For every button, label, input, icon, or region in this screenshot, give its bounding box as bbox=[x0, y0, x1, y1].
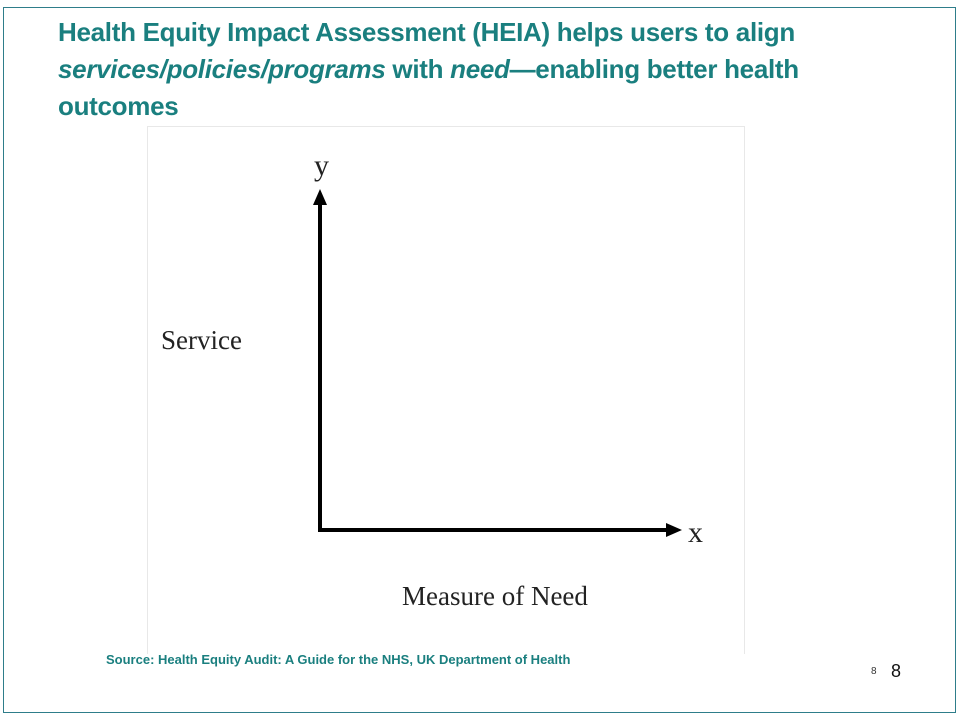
page-number: 8 bbox=[891, 661, 902, 681]
source-citation: Source: Health Equity Audit: A Guide for… bbox=[106, 652, 571, 667]
diagram-panel: y x Service Measure of Need bbox=[147, 126, 745, 654]
title-italic-services: services/policies/programs bbox=[58, 54, 386, 84]
slide-title: Health Equity Impact Assessment (HEIA) h… bbox=[58, 14, 918, 125]
title-text-3: —enabling better health outcomes bbox=[58, 54, 799, 121]
title-italic-need: need bbox=[450, 54, 510, 84]
axes-diagram: y x Service Measure of Need bbox=[161, 149, 703, 611]
x-axis-letter: x bbox=[688, 516, 703, 549]
x-axis-label: Measure of Need bbox=[402, 581, 588, 611]
title-text-2: with bbox=[385, 54, 451, 84]
y-axis-arrowhead bbox=[313, 189, 327, 205]
x-axis-arrowhead bbox=[666, 523, 682, 537]
page-number-small: 8 bbox=[871, 666, 877, 677]
y-axis-label: Service bbox=[161, 325, 242, 355]
title-text-1: Health Equity Impact Assessment (HEIA) h… bbox=[58, 17, 795, 47]
y-axis-letter: y bbox=[314, 149, 329, 182]
slide-frame bbox=[3, 7, 956, 713]
